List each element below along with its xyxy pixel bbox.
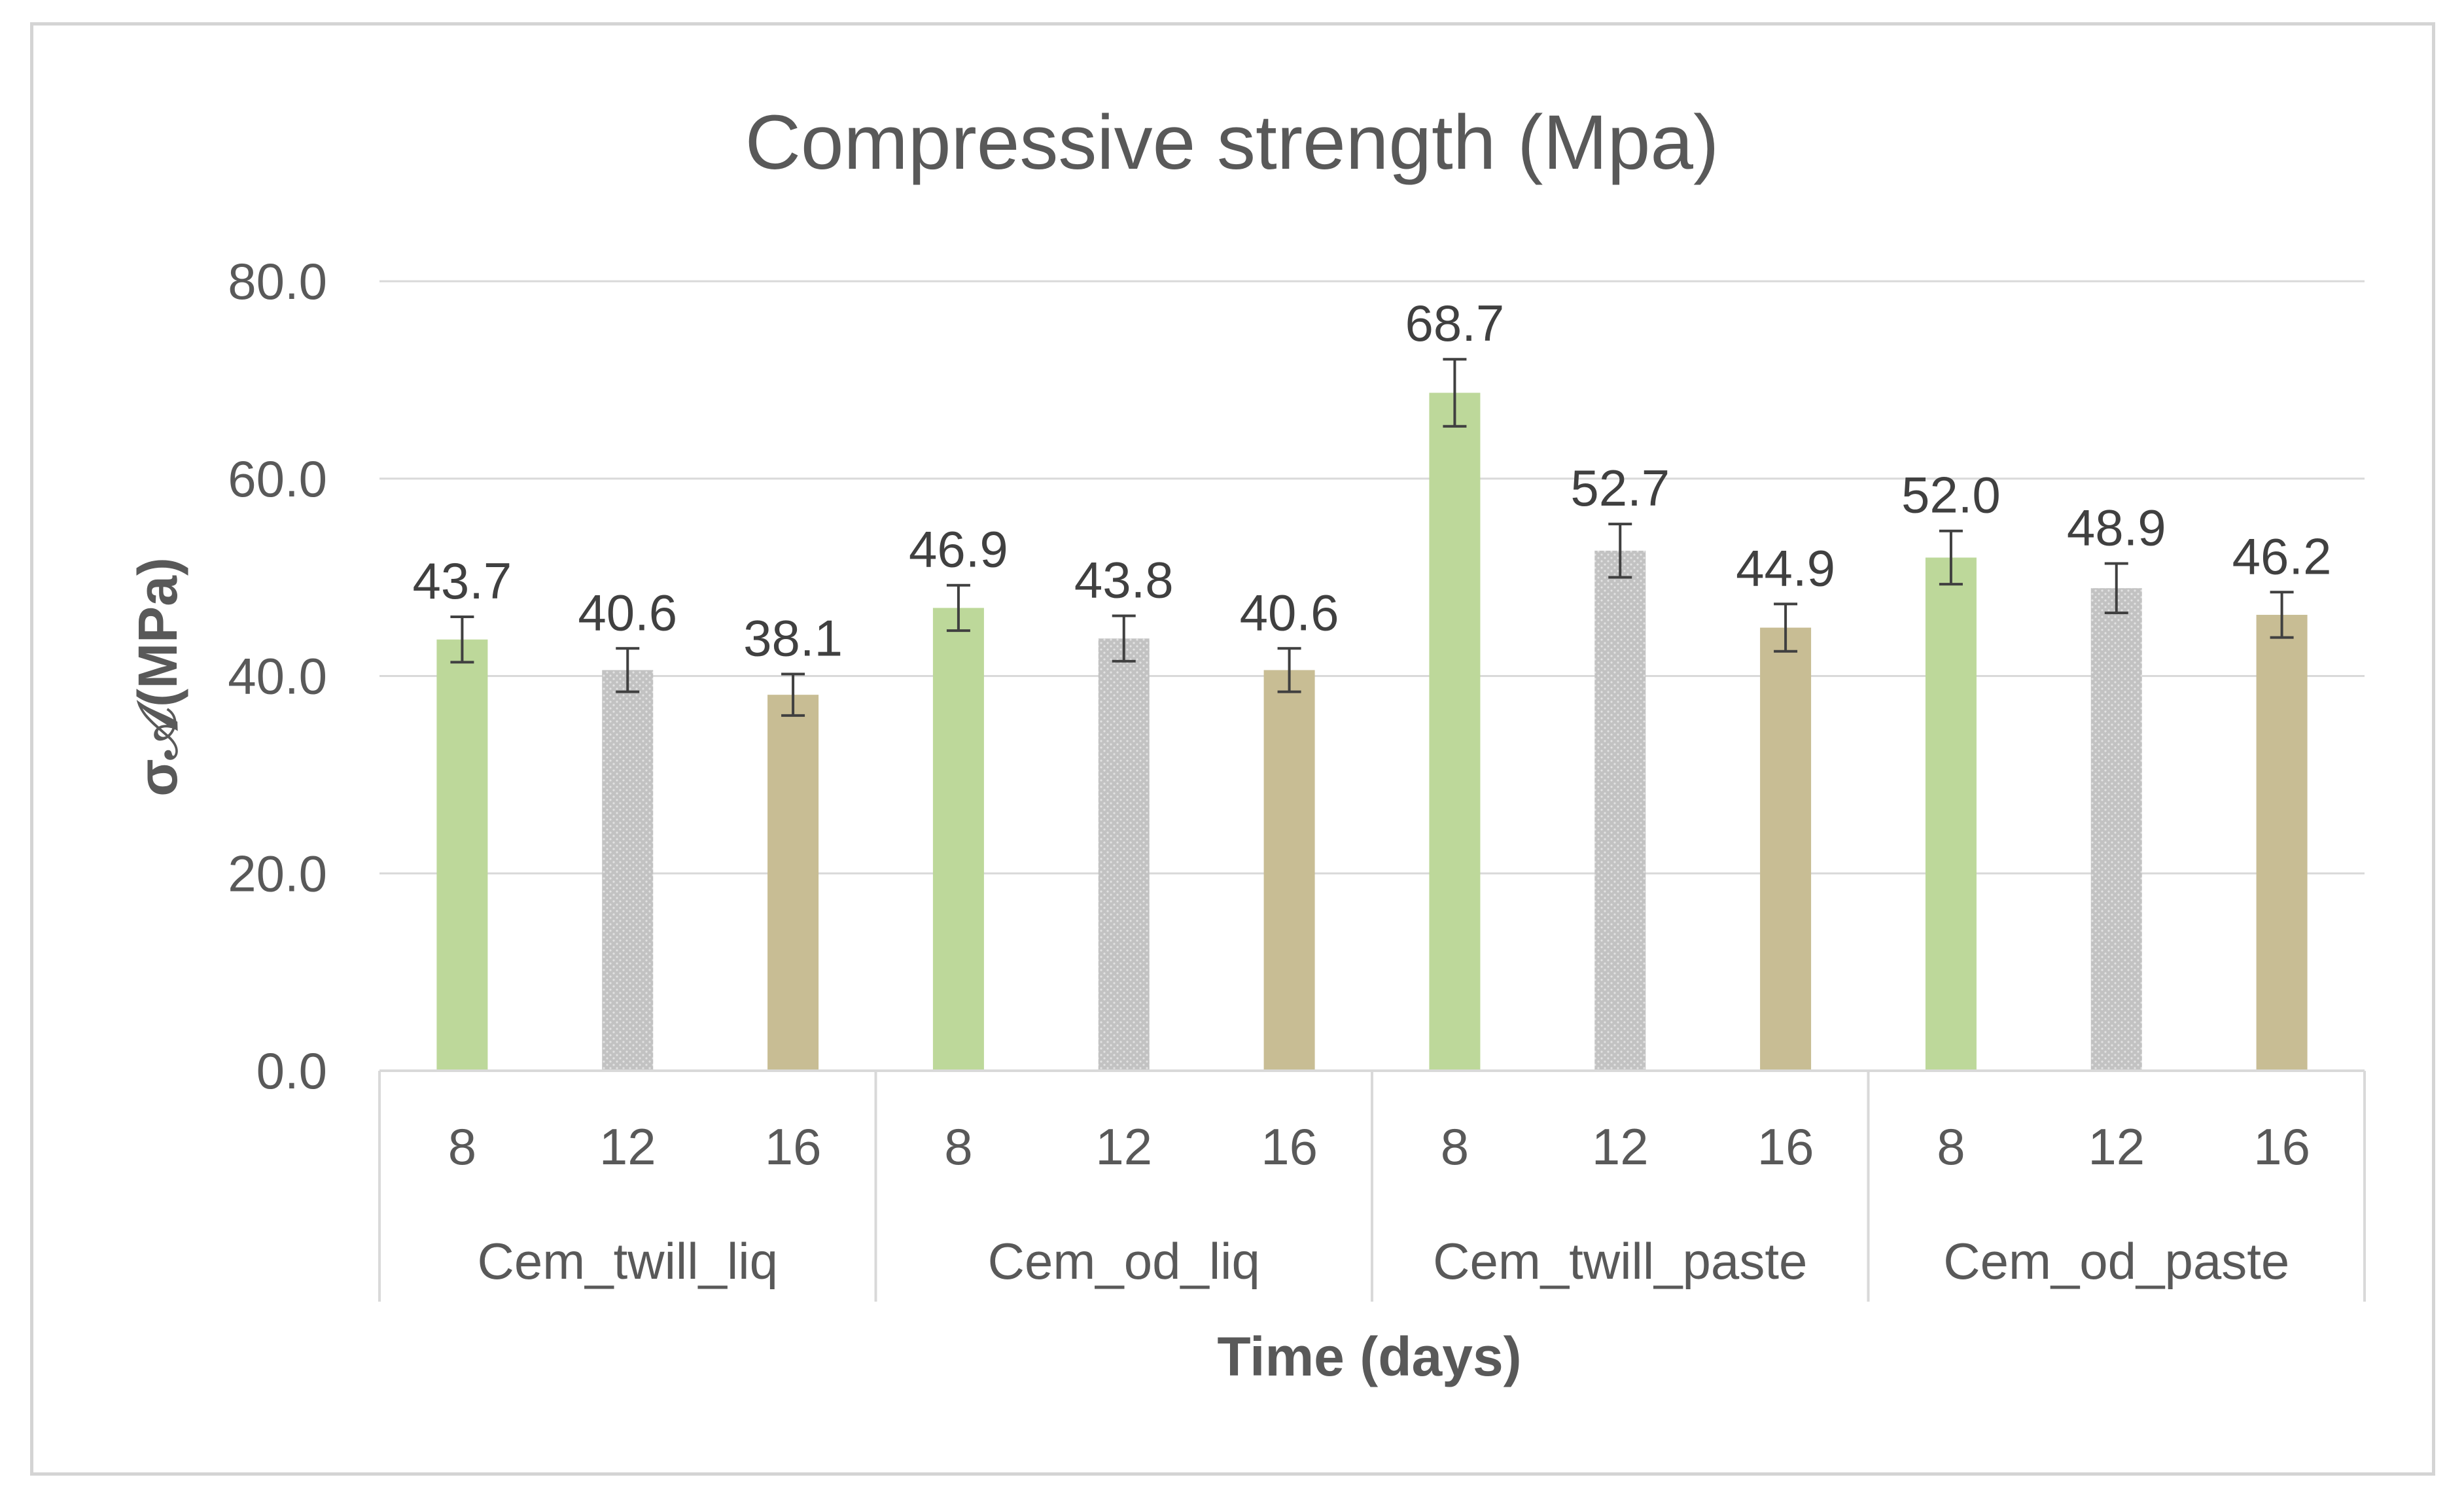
group-label: Cem_twill_liq — [478, 1232, 778, 1290]
y-tick-label: 40.0 — [228, 648, 327, 705]
bar-Cem_od_liq-12 — [1098, 638, 1150, 1071]
group-label: Cem_od_liq — [988, 1232, 1260, 1290]
data-label: 40.6 — [578, 583, 677, 641]
x-tick-label: 12 — [2088, 1118, 2145, 1175]
y-axis-title: σ𝒜(MPa) — [127, 557, 188, 797]
bar-Cem_od_liq-8 — [932, 608, 984, 1071]
group-label: Cem_od_paste — [1943, 1232, 2289, 1290]
bar-Cem_twill_paste-8 — [1429, 392, 1481, 1071]
x-tick-label: 16 — [1757, 1118, 1814, 1175]
y-tick-label: 20.0 — [228, 844, 327, 902]
y-tick-label: 80.0 — [228, 252, 327, 310]
y-tick-label: 60.0 — [228, 450, 327, 508]
data-label: 43.8 — [1074, 551, 1174, 608]
bar-Cem_od_paste-8 — [1925, 557, 1977, 1071]
data-label: 68.7 — [1405, 294, 1505, 352]
x-tick-label: 16 — [2253, 1118, 2310, 1175]
data-label: 44.9 — [1736, 539, 1835, 597]
data-label: 40.6 — [1240, 583, 1339, 641]
bar-Cem_twill_paste-12 — [1594, 550, 1646, 1071]
data-label: 52.0 — [1901, 466, 2001, 524]
x-tick-label: 16 — [765, 1118, 822, 1175]
x-tick-label: 8 — [944, 1118, 972, 1175]
bar-Cem_od_paste-16 — [2256, 614, 2308, 1071]
data-label: 48.9 — [2067, 499, 2166, 557]
bar-Cem_od_paste-12 — [2090, 588, 2142, 1071]
data-label: 46.2 — [2232, 527, 2332, 585]
x-axis-title: Time (days) — [1217, 1326, 1521, 1387]
bar-Cem_twill_liq-8 — [436, 639, 488, 1071]
y-tick-label: 0.0 — [256, 1042, 327, 1100]
x-tick-label: 12 — [599, 1118, 656, 1175]
x-tick-label: 8 — [1937, 1118, 1965, 1175]
data-label: 43.7 — [413, 552, 512, 610]
x-tick-label: 8 — [1441, 1118, 1469, 1175]
data-label: 46.9 — [909, 521, 1008, 578]
bar-Cem_twill_paste-16 — [1760, 627, 1812, 1071]
x-tick-label: 16 — [1261, 1118, 1318, 1175]
chart-title: Compressive strength (Mpa) — [745, 99, 1719, 186]
data-label: 38.1 — [743, 609, 843, 667]
x-tick-label: 8 — [448, 1118, 476, 1175]
bar-Cem_twill_liq-12 — [602, 670, 654, 1071]
bar-Cem_twill_liq-16 — [767, 695, 819, 1071]
data-label: 52.7 — [1570, 459, 1670, 517]
x-tick-label: 12 — [1095, 1118, 1152, 1175]
group-label: Cem_twill_paste — [1433, 1232, 1807, 1290]
x-tick-label: 12 — [1592, 1118, 1649, 1175]
bar-Cem_od_liq-16 — [1263, 670, 1315, 1071]
chart-frame — [30, 22, 2435, 1476]
